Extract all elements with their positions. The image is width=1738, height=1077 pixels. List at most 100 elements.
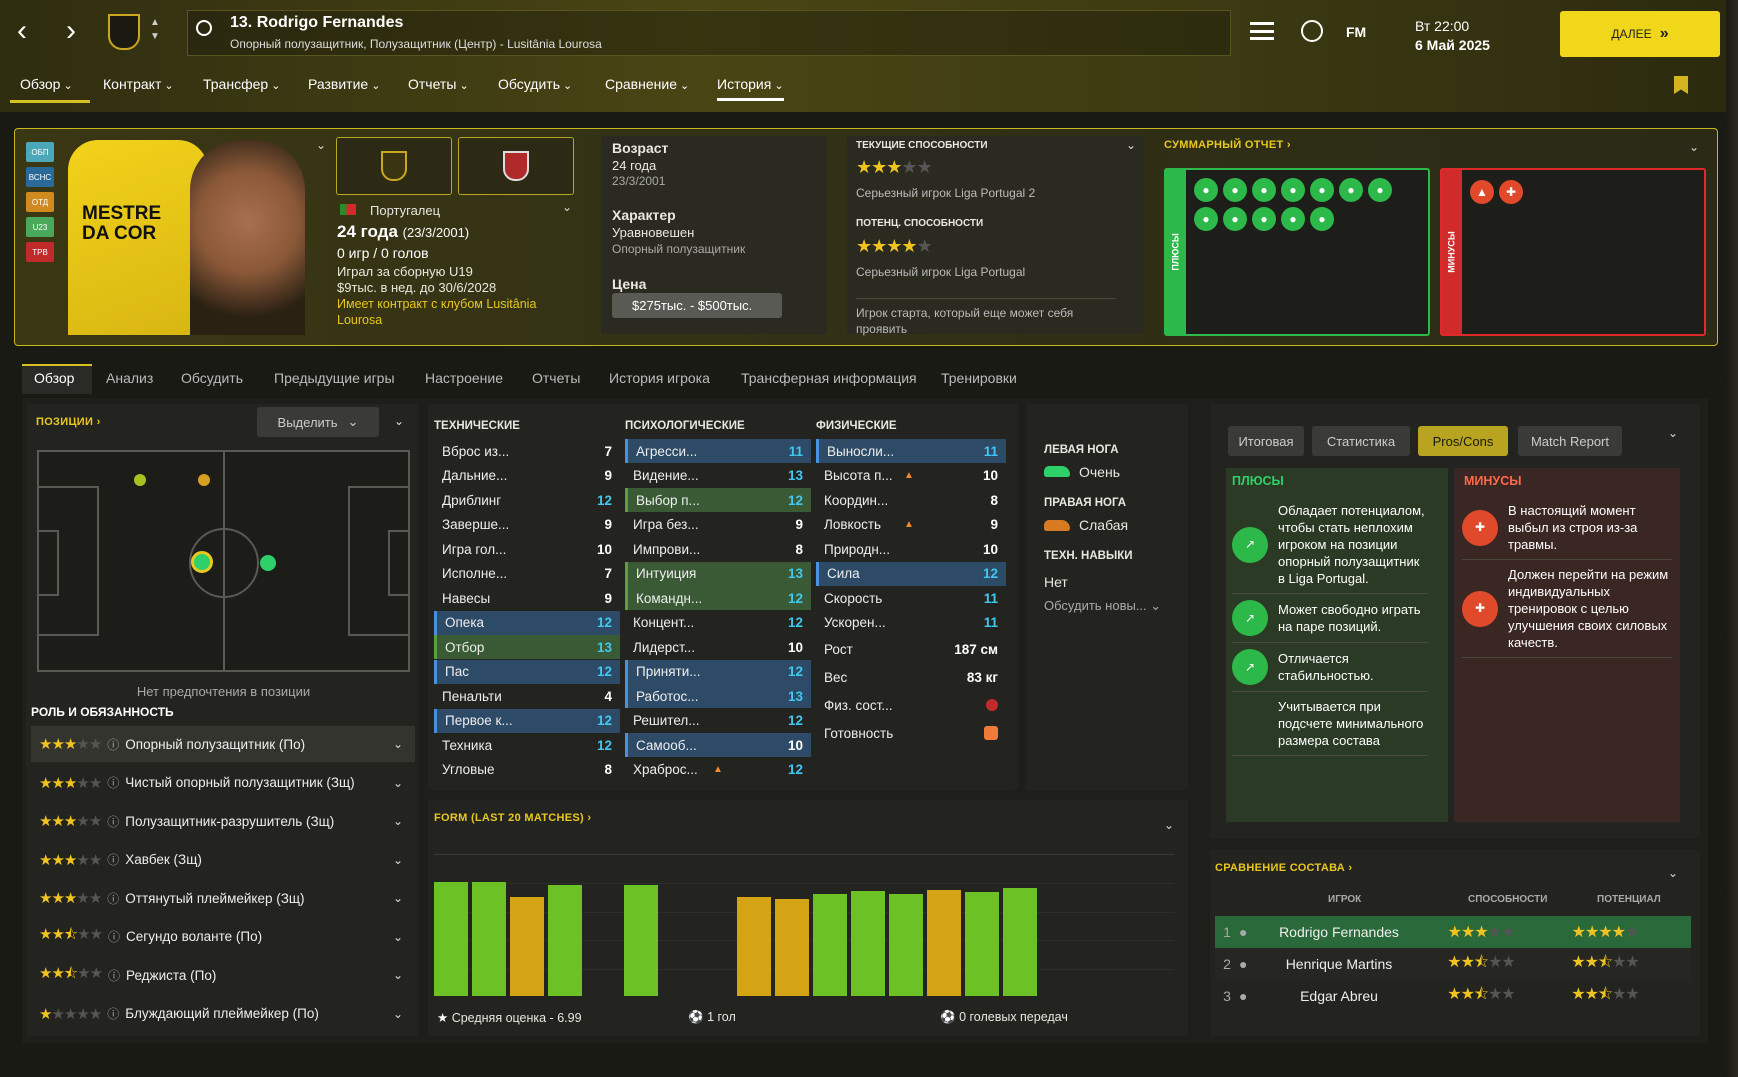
run-icon[interactable]: ● [1194, 207, 1218, 231]
scrollbar[interactable] [1726, 0, 1738, 1077]
chevron-down-icon[interactable]: ⌄ [392, 929, 403, 944]
positions-link[interactable]: ПОЗИЦИИ › [36, 416, 101, 428]
attribute-row[interactable]: Игра без... 9 [625, 513, 811, 537]
attribute-row[interactable]: Исполне... 7 [434, 562, 620, 586]
attribute-row[interactable]: Заверше... 9 [434, 513, 620, 537]
form-bar[interactable] [547, 885, 582, 996]
fm-logo[interactable]: FM [1346, 24, 1367, 40]
role-row[interactable]: ★★★★★ ⓘ Опорный полузащитник (По) ⌄ [31, 726, 415, 762]
role-row[interactable]: ★★★★★ ⓘ Оттянутый плеймейкер (Зщ) ⌄ [31, 880, 415, 916]
form-bar[interactable] [813, 893, 847, 996]
report-tab-1[interactable]: Статистика [1312, 426, 1410, 456]
tab-1[interactable]: Анализ [106, 370, 154, 386]
attribute-row[interactable]: Игра гол... 10 [434, 537, 620, 561]
flask-icon[interactable]: ● [1310, 207, 1334, 231]
attribute-row[interactable]: Выносли... 11 [816, 439, 1006, 463]
nation-tile[interactable] [458, 137, 574, 195]
bookmark-icon[interactable] [1674, 76, 1688, 94]
status-badge[interactable]: U23 [26, 217, 54, 237]
chevron-down-icon[interactable]: ⌄ [1668, 866, 1679, 880]
info-icon[interactable]: ⓘ [108, 930, 121, 944]
attribute-row[interactable]: Командн... 12 [625, 586, 811, 610]
info-icon[interactable]: ⓘ [107, 853, 120, 867]
tab-6[interactable]: История игрока [609, 370, 710, 386]
role-row[interactable]: ★★★★★ ⓘ Блуждающий плеймейкер (По) ⌄ [31, 996, 415, 1032]
cone-split-icon[interactable]: ● [1252, 207, 1276, 231]
chevron-down-icon[interactable]: ⌄ [1164, 818, 1175, 832]
info-icon[interactable]: ⓘ [107, 776, 120, 790]
attribute-row[interactable]: Ускорен... 11 [816, 611, 1006, 635]
chevron-down-icon[interactable]: ⌄ [392, 891, 403, 905]
player-search-box[interactable] [187, 10, 1231, 56]
report-tab-2[interactable]: Pros/Cons [1418, 426, 1508, 456]
chevron-down-icon[interactable]: ⌄ [1126, 138, 1137, 152]
cone-icon[interactable]: ● [1223, 207, 1247, 231]
tab-7[interactable]: Трансферная информация [741, 370, 917, 386]
form-bar[interactable] [850, 890, 885, 996]
report-tab-3[interactable]: Match Report [1518, 426, 1622, 456]
info-icon[interactable]: ⓘ [107, 737, 120, 752]
globe-icon[interactable] [1301, 20, 1323, 42]
attribute-row[interactable]: Опека 12 [434, 610, 620, 635]
position-dot[interactable] [198, 474, 210, 486]
chevron-down-icon[interactable]: ⌄ [392, 852, 403, 867]
form-bar[interactable] [509, 896, 544, 996]
attribute-row[interactable]: Дриблинг 12 [434, 488, 620, 512]
tab-0[interactable]: Обзор [34, 370, 75, 386]
attribute-row[interactable]: Приняти... 12 [625, 659, 811, 684]
chevron-down-icon[interactable]: ⌄ [394, 414, 405, 428]
status-badge[interactable]: ОТД [26, 192, 54, 212]
status-badge[interactable]: ТРВ [26, 242, 54, 262]
role-row[interactable]: ★★★★★ ⓘ Чистый опорный полузащитник (Зщ) ⌄ [31, 765, 415, 801]
chevron-down-icon[interactable]: ⌄ [392, 775, 403, 790]
attribute-row[interactable]: Пас 12 [434, 659, 620, 684]
attribute-row[interactable]: Пенальти 4 [434, 684, 620, 708]
role-row[interactable]: ★★★★★ ⓘ Полузащитник-разрушитель (Зщ) ⌄ [31, 803, 415, 839]
squad-row[interactable]: 3 ● Edgar Abreu ★★⯪★★ ★★⯪★★ [1215, 980, 1691, 1012]
form-bar[interactable] [775, 899, 810, 996]
back-icon[interactable]: ‹ [17, 14, 27, 47]
attribute-row[interactable]: Ловкость 9 ▲ [816, 513, 1006, 537]
attribute-row[interactable]: Природн... 10 [816, 537, 1006, 561]
chevron-down-icon[interactable]: ⌄ [392, 814, 403, 828]
menu-item-2[interactable]: Трансфер ⌄ [203, 76, 280, 92]
chevron-down-icon[interactable]: ⌄ [316, 138, 327, 152]
bio-contract-link[interactable]: Имеет контракт с клубом Lusitânia Louros… [337, 297, 537, 327]
attribute-row[interactable]: Агресси... 11 [625, 439, 811, 463]
form-bar[interactable] [434, 882, 468, 996]
injury-cross-icon[interactable]: ✚ [1499, 180, 1523, 204]
summary-report-link[interactable]: СУММАРНЫЙ ОТЧЕТ › [1164, 139, 1291, 151]
role-row[interactable]: ★★⯪★★ ⓘ Реджиста (По) ⌄ [31, 957, 415, 993]
report-tab-0[interactable]: Итоговая [1228, 426, 1304, 456]
menu-item-0[interactable]: Обзор ⌄ [20, 76, 73, 92]
fitness-cone-icon[interactable]: ▲ [1470, 180, 1494, 204]
chevron-down-icon[interactable]: ⌄ [392, 968, 403, 982]
attribute-row[interactable]: Дальние... 9 [434, 464, 620, 488]
position-dot[interactable] [260, 555, 276, 571]
status-badge[interactable]: ОБП [26, 142, 54, 162]
squad-row[interactable]: 1 ● Rodrigo Fernandes ★★★★★ ★★★★★ [1215, 916, 1691, 948]
attribute-row[interactable]: Сила 12 [816, 561, 1006, 586]
menu-item-3[interactable]: Развитие ⌄ [308, 76, 380, 92]
club-tile[interactable] [336, 137, 452, 195]
price-value[interactable]: $275тыс. - $500тыс. [612, 293, 782, 318]
club-crest-icon[interactable] [108, 14, 140, 50]
highlight-select[interactable]: Выделить ⌄ [257, 407, 379, 437]
attribute-row[interactable]: Работос... 13 [625, 684, 811, 708]
form-bar[interactable] [1002, 888, 1037, 996]
star-icon[interactable]: ● [1281, 178, 1305, 202]
attribute-row[interactable]: Храброс... 12 ▲ [625, 758, 811, 782]
role-row[interactable]: ★★⯪★★ ⓘ Сегундо воланте (По) ⌄ [31, 919, 415, 955]
chevron-down-icon[interactable]: ⌄ [1668, 426, 1679, 440]
attribute-row[interactable]: Лидерст... 10 [625, 635, 811, 659]
forward-icon[interactable]: › [66, 14, 76, 47]
attribute-row[interactable]: Концент... 12 [625, 611, 811, 635]
double-arrow-icon[interactable]: ● [1252, 178, 1276, 202]
form-link[interactable]: FORM (LAST 20 MATCHES) › [434, 812, 592, 824]
attribute-row[interactable]: Видение... 13 [625, 464, 811, 488]
attribute-row[interactable]: Выбор п... 12 [625, 488, 811, 512]
chevron-down-icon[interactable]: ⌄ [392, 1006, 403, 1021]
menu-item-4[interactable]: Отчеты ⌄ [408, 76, 469, 92]
attribute-row[interactable]: Первое к... 12 [434, 708, 620, 733]
info-icon[interactable]: ⓘ [108, 968, 121, 983]
